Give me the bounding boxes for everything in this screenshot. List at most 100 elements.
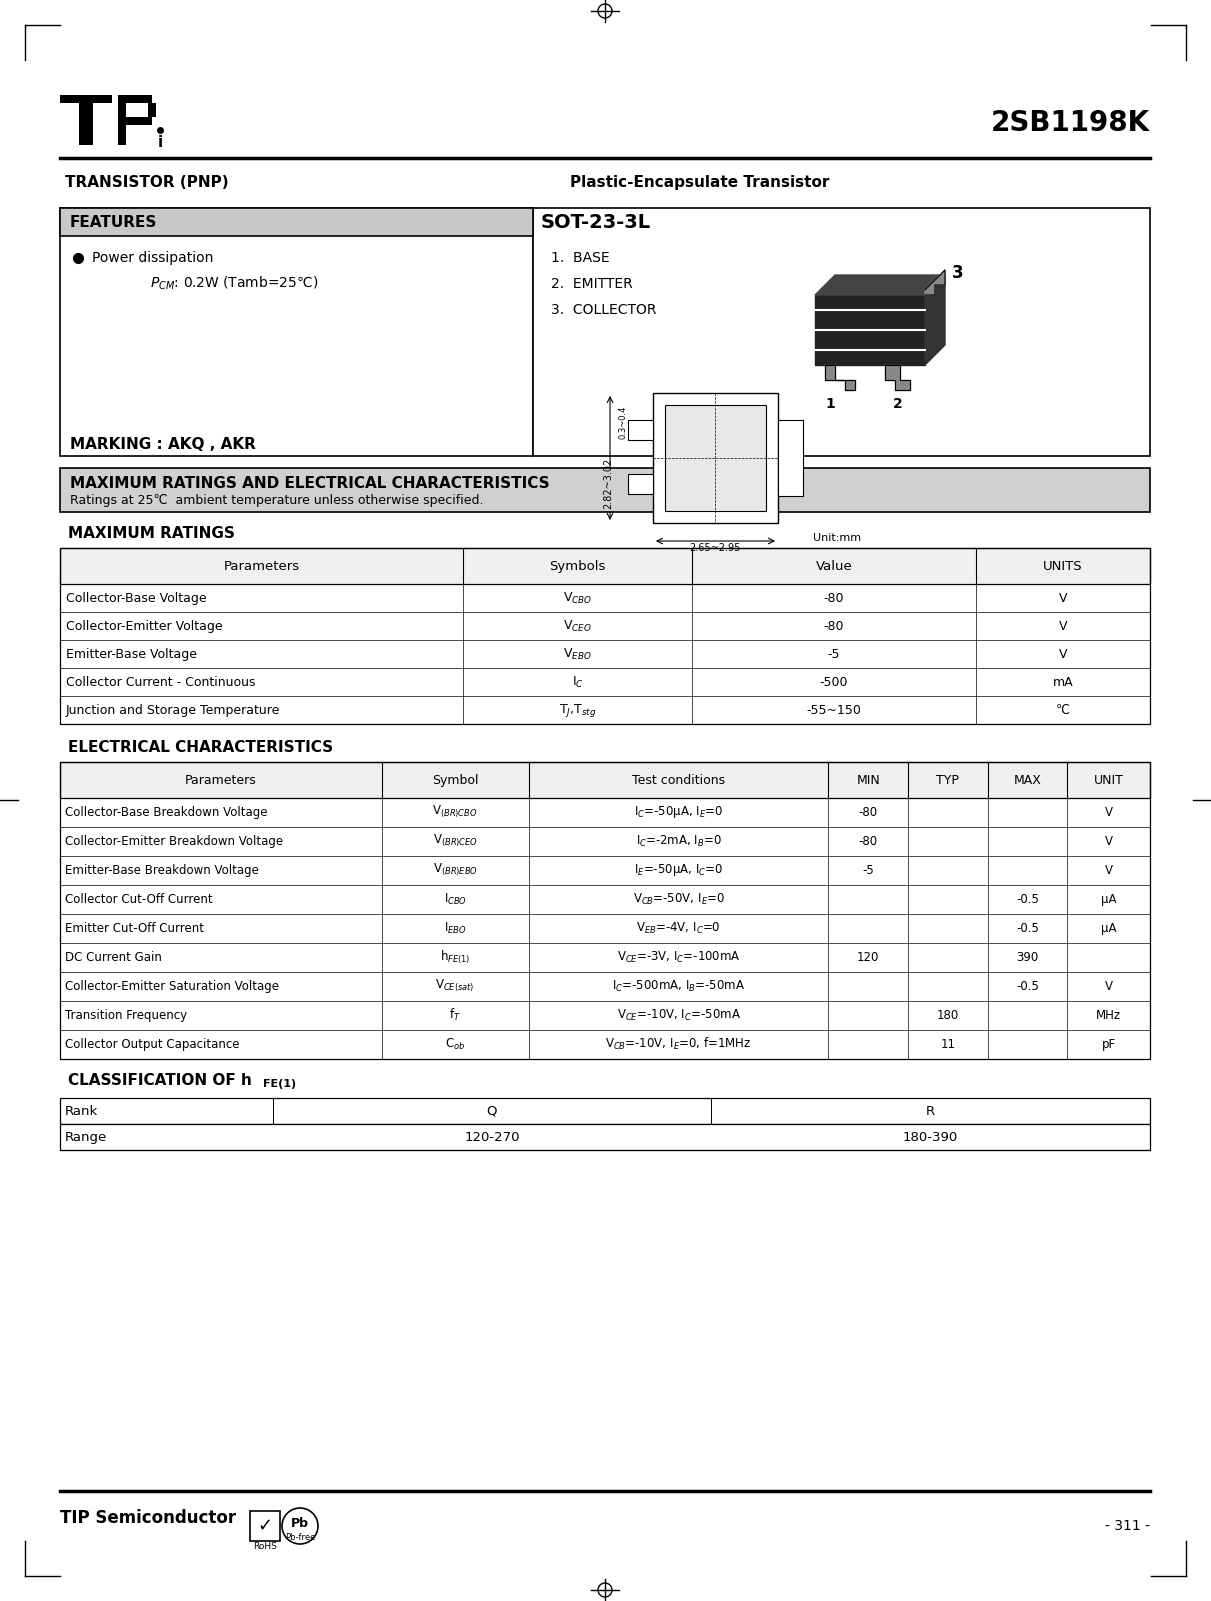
Text: -5: -5: [862, 863, 874, 876]
Text: R: R: [926, 1105, 935, 1117]
Text: -0.5: -0.5: [1016, 922, 1039, 935]
Text: UNIT: UNIT: [1094, 773, 1124, 786]
Text: V$_{CB}$=-10V, I$_{E}$=0, f=1MHz: V$_{CB}$=-10V, I$_{E}$=0, f=1MHz: [606, 1036, 752, 1052]
Text: 2.82~3.02: 2.82~3.02: [603, 458, 613, 509]
Bar: [61, 612, 1150, 640]
Bar: [61, 94, 111, 102]
Polygon shape: [925, 275, 945, 365]
Polygon shape: [885, 365, 909, 391]
Text: Symbols: Symbols: [550, 559, 606, 573]
Bar: [61, 584, 1150, 612]
Text: I$_{E}$=-50μA, I$_{C}$=0: I$_{E}$=-50μA, I$_{C}$=0: [633, 861, 723, 877]
Bar: [148, 102, 156, 117]
Text: Collector-Base Voltage: Collector-Base Voltage: [67, 591, 207, 605]
Text: Junction and Storage Temperature: Junction and Storage Temperature: [67, 703, 281, 717]
Bar: [61, 640, 1150, 668]
Text: V: V: [1058, 647, 1067, 661]
Text: V: V: [1104, 834, 1113, 847]
Bar: [249, 1511, 280, 1542]
Text: MARKING : AKQ , AKR: MARKING : AKQ , AKR: [70, 437, 256, 451]
Text: Plastic-Encapsulate Transistor: Plastic-Encapsulate Transistor: [570, 175, 830, 191]
Bar: [61, 762, 1150, 1058]
Text: I$_{C}$=-2mA, I$_{B}$=0: I$_{C}$=-2mA, I$_{B}$=0: [636, 834, 722, 849]
Text: ✓: ✓: [258, 1518, 272, 1535]
Text: 2.  EMITTER: 2. EMITTER: [551, 277, 633, 291]
Bar: [61, 208, 533, 456]
Text: - 311 -: - 311 -: [1104, 1519, 1150, 1534]
Text: MIN: MIN: [856, 773, 880, 786]
Text: -0.5: -0.5: [1016, 892, 1039, 906]
Text: Collector Cut-Off Current: Collector Cut-Off Current: [65, 892, 213, 906]
Bar: [61, 1098, 1150, 1124]
Text: Emitter-Base Breakdown Voltage: Emitter-Base Breakdown Voltage: [65, 863, 259, 876]
Bar: [61, 762, 1150, 797]
Text: Unit:mm: Unit:mm: [813, 533, 861, 543]
Text: μA: μA: [1101, 892, 1117, 906]
Text: -80: -80: [859, 834, 878, 847]
Text: SOT-23-3L: SOT-23-3L: [541, 213, 652, 232]
Bar: [126, 94, 153, 102]
Text: V$_{(BR)EBO}$: V$_{(BR)EBO}$: [432, 861, 477, 879]
Circle shape: [282, 1508, 318, 1543]
Text: MAXIMUM RATINGS: MAXIMUM RATINGS: [68, 527, 235, 541]
Bar: [61, 696, 1150, 724]
Bar: [61, 1124, 1150, 1150]
Text: 120-270: 120-270: [464, 1130, 520, 1143]
Text: 2.65~2.95: 2.65~2.95: [689, 543, 741, 552]
Text: Collector-Emitter Breakdown Voltage: Collector-Emitter Breakdown Voltage: [65, 834, 283, 847]
Text: -80: -80: [823, 591, 844, 605]
Bar: [61, 548, 1150, 724]
Bar: [653, 392, 777, 524]
Polygon shape: [825, 365, 855, 391]
Text: MHz: MHz: [1096, 1009, 1121, 1021]
Text: Collector Output Capacitance: Collector Output Capacitance: [65, 1037, 240, 1050]
Text: pF: pF: [1102, 1037, 1115, 1050]
Bar: [629, 419, 653, 440]
Text: -5: -5: [827, 647, 840, 661]
Text: V$_{EBO}$: V$_{EBO}$: [563, 647, 592, 661]
Text: -0.5: -0.5: [1016, 980, 1039, 993]
Text: V$_{CBO}$: V$_{CBO}$: [563, 591, 592, 605]
Bar: [61, 467, 1150, 512]
Text: I$_{C}$: I$_{C}$: [572, 674, 584, 690]
Text: V$_{(BR)CEO}$: V$_{(BR)CEO}$: [432, 833, 477, 849]
Text: TYP: TYP: [936, 773, 959, 786]
Text: V: V: [1058, 591, 1067, 605]
Bar: [665, 405, 767, 511]
Bar: [117, 94, 126, 146]
Text: ℃: ℃: [1056, 703, 1069, 717]
Text: Symbol: Symbol: [432, 773, 478, 786]
Bar: [126, 117, 153, 125]
Text: Parameters: Parameters: [224, 559, 299, 573]
Text: 180-390: 180-390: [903, 1130, 958, 1143]
Text: V$_{CEO}$: V$_{CEO}$: [563, 618, 592, 634]
Text: 2: 2: [894, 397, 903, 411]
Text: Ratings at 25℃  ambient temperature unless otherwise specified.: Ratings at 25℃ ambient temperature unles…: [70, 495, 483, 508]
Text: DC Current Gain: DC Current Gain: [65, 951, 162, 964]
Text: i: i: [157, 134, 163, 150]
Text: I$_{CBO}$: I$_{CBO}$: [443, 892, 466, 906]
Text: $P_{CM}$: 0.2W (Tamb=25℃): $P_{CM}$: 0.2W (Tamb=25℃): [150, 274, 318, 291]
Text: Emitter Cut-Off Current: Emitter Cut-Off Current: [65, 922, 203, 935]
Text: 11: 11: [940, 1037, 955, 1050]
Text: 0.3~0.4: 0.3~0.4: [619, 407, 627, 439]
Bar: [533, 208, 1150, 456]
Bar: [629, 474, 653, 495]
Text: Parameters: Parameters: [185, 773, 257, 786]
Text: V$_{CB}$=-50V, I$_{E}$=0: V$_{CB}$=-50V, I$_{E}$=0: [632, 892, 724, 906]
Text: -55~150: -55~150: [807, 703, 861, 717]
Text: V: V: [1104, 980, 1113, 993]
Text: ELECTRICAL CHARACTERISTICS: ELECTRICAL CHARACTERISTICS: [68, 740, 333, 756]
Text: TIP Semiconductor: TIP Semiconductor: [61, 1510, 236, 1527]
Text: V: V: [1104, 805, 1113, 818]
Text: V$_{CE}$=-3V, I$_{C}$=-100mA: V$_{CE}$=-3V, I$_{C}$=-100mA: [616, 949, 740, 964]
Text: 3.  COLLECTOR: 3. COLLECTOR: [551, 303, 656, 317]
Text: h$_{FE(1)}$: h$_{FE(1)}$: [440, 948, 470, 965]
Text: V$_{EB}$=-4V, I$_{C}$=0: V$_{EB}$=-4V, I$_{C}$=0: [636, 921, 721, 935]
Text: 390: 390: [1016, 951, 1039, 964]
Text: Power dissipation: Power dissipation: [92, 251, 213, 266]
Text: Collector Current - Continuous: Collector Current - Continuous: [67, 676, 256, 688]
Polygon shape: [925, 271, 945, 295]
Text: I$_{C}$=-500mA, I$_{B}$=-50mA: I$_{C}$=-500mA, I$_{B}$=-50mA: [612, 978, 745, 994]
Polygon shape: [815, 295, 925, 365]
